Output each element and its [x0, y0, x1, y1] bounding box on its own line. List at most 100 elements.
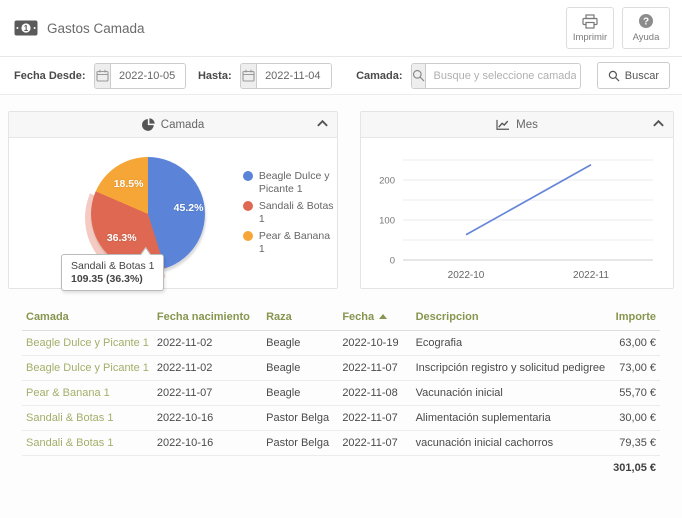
cell-camada[interactable]: Beagle Dulce y Picante 1 — [22, 331, 153, 356]
collapse-camada-button[interactable] — [317, 119, 328, 127]
cell-raza: Beagle — [262, 356, 338, 381]
tooltip-series-name: Sandali & Botas 1 — [71, 260, 154, 272]
total-row-spacer — [22, 456, 609, 481]
cell-raza: Beagle — [262, 331, 338, 356]
imprimir-button[interactable]: Imprimir — [566, 7, 614, 49]
column-header-importe[interactable]: Importe — [609, 305, 660, 331]
pie-tooltip: Sandali & Botas 1 109.35 (36.3%) — [61, 254, 164, 291]
fecha-desde-input[interactable] — [111, 64, 185, 88]
money-bill-icon: 1 — [14, 20, 38, 36]
panel-camada: Camada 45.2% 36.3% 18.5% Beagle Dulce y Pi… — [8, 111, 338, 289]
calendar-icon — [242, 69, 255, 82]
ayuda-button[interactable]: ? Ayuda — [622, 7, 670, 49]
column-header-raza[interactable]: Raza — [262, 305, 338, 331]
page-title: Gastos Camada — [47, 21, 145, 36]
tooltip-value: 109.35 (36.3%) — [71, 273, 154, 285]
column-header-fecha-nacimiento[interactable]: Fecha nacimiento — [153, 305, 262, 331]
legend-color-dot — [243, 231, 253, 241]
expenses-table-wrap: Camada Fecha nacimiento Raza Fecha Descr… — [8, 305, 674, 480]
cell-fecha: 2022-11-07 — [338, 431, 411, 456]
camada-search-addon[interactable] — [412, 64, 426, 88]
cell-fecha_nacimiento: 2022-11-02 — [153, 331, 262, 356]
panel-mes: Mes 0 100 200 2022-10 2022-11 — [360, 111, 674, 289]
svg-text:0: 0 — [390, 256, 395, 267]
cell-raza: Beagle — [262, 381, 338, 406]
svg-text:100: 100 — [379, 216, 395, 227]
app-title: 1 Gastos Camada — [14, 20, 145, 36]
svg-text:2022-11: 2022-11 — [573, 270, 609, 281]
cell-importe: 79,35 € — [609, 431, 660, 456]
cell-importe: 30,00 € — [609, 406, 660, 431]
legend-label: Beagle Dulce y Picante 1 — [259, 170, 337, 196]
table-row: Sandali & Botas 12022-10-16Pastor Belga2… — [22, 406, 660, 431]
imprimir-label: Imprimir — [573, 32, 607, 43]
camada-group — [411, 63, 581, 89]
cell-fecha_nacimiento: 2022-10-16 — [153, 406, 262, 431]
svg-text:2022-10: 2022-10 — [448, 270, 485, 281]
hasta-group — [240, 63, 332, 89]
table-row: Beagle Dulce y Picante 12022-11-02Beagle… — [22, 331, 660, 356]
table-row: Sandali & Botas 12022-10-16Pastor Belga2… — [22, 431, 660, 456]
cell-fecha: 2022-11-07 — [338, 356, 411, 381]
total-importe: 301,05 € — [609, 456, 660, 481]
cell-descripcion: Vacunación inicial — [412, 381, 610, 406]
panel-camada-title: Camada — [161, 119, 204, 131]
pie-chart-area: 45.2% 36.3% 18.5% Beagle Dulce y Picante 1… — [9, 138, 337, 288]
cell-fecha: 2022-11-07 — [338, 406, 411, 431]
camada-label: Camada: — [356, 70, 402, 82]
fecha-desde-calendar-button[interactable] — [95, 64, 111, 88]
cell-raza: Pastor Belga — [262, 406, 338, 431]
table-row: Beagle Dulce y Picante 12022-11-02Beagle… — [22, 356, 660, 381]
pie-percent-label: 36.3% — [107, 232, 137, 244]
cell-camada[interactable]: Beagle Dulce y Picante 1 — [22, 356, 153, 381]
collapse-mes-button[interactable] — [653, 119, 664, 127]
chevron-up-icon — [653, 119, 664, 127]
calendar-icon — [96, 69, 109, 82]
cell-descripcion: Alimentación suplementaria — [412, 406, 610, 431]
buscar-button[interactable]: Buscar — [597, 62, 670, 89]
camada-search-input[interactable] — [426, 64, 581, 88]
panel-mes-title: Mes — [516, 119, 538, 131]
cell-descripcion: Inscripción registro y solicitud pedigre… — [412, 356, 610, 381]
svg-text:1: 1 — [24, 24, 29, 33]
legend-label: Sandali & Botas 1 — [259, 200, 337, 226]
cell-fecha_nacimiento: 2022-11-02 — [153, 356, 262, 381]
expenses-table: Camada Fecha nacimiento Raza Fecha Descr… — [22, 305, 660, 480]
cell-fecha: 2022-10-19 — [338, 331, 411, 356]
sort-asc-icon — [379, 314, 387, 319]
search-icon — [608, 70, 620, 82]
column-header-fecha-label: Fecha — [342, 311, 374, 323]
filter-bar: Fecha Desde: Hasta: Camada: — [0, 57, 682, 95]
panel-mes-header: Mes — [361, 112, 673, 138]
hasta-label: Hasta: — [198, 70, 232, 82]
cell-importe: 55,70 € — [609, 381, 660, 406]
cell-fecha: 2022-11-08 — [338, 381, 411, 406]
column-header-descripcion[interactable]: Descripcion — [412, 305, 610, 331]
cell-fecha_nacimiento: 2022-10-16 — [153, 431, 262, 456]
cell-importe: 63,00 € — [609, 331, 660, 356]
panel-camada-header: Camada — [9, 112, 337, 138]
legend-item[interactable]: Beagle Dulce y Picante 1 — [243, 170, 337, 196]
ayuda-label: Ayuda — [633, 32, 660, 43]
printer-icon — [582, 14, 598, 29]
legend-color-dot — [243, 171, 253, 181]
column-header-fecha[interactable]: Fecha — [338, 305, 411, 331]
cell-camada[interactable]: Pear & Banana 1 — [22, 381, 153, 406]
pie-percent-label: 18.5% — [114, 178, 144, 190]
hasta-calendar-button[interactable] — [241, 64, 257, 88]
column-header-camada[interactable]: Camada — [22, 305, 153, 331]
svg-text:200: 200 — [379, 176, 395, 187]
buscar-label: Buscar — [625, 70, 659, 82]
cell-camada[interactable]: Sandali & Botas 1 — [22, 431, 153, 456]
legend-item[interactable]: Pear & Banana 1 — [243, 230, 337, 256]
cell-descripcion: vacunación inicial cachorros — [412, 431, 610, 456]
pie-percent-label: 45.2% — [174, 202, 204, 214]
fecha-desde-group — [94, 63, 186, 89]
legend-item[interactable]: Sandali & Botas 1 — [243, 200, 337, 226]
cell-camada[interactable]: Sandali & Botas 1 — [22, 406, 153, 431]
line-chart-icon — [496, 119, 510, 131]
chevron-up-icon — [317, 119, 328, 127]
line-chart-svg[interactable]: 0 100 200 2022-10 2022-11 — [361, 138, 673, 288]
top-bar: 1 Gastos Camada Imprimir ? Ayuda — [0, 0, 682, 57]
hasta-input[interactable] — [257, 64, 331, 88]
